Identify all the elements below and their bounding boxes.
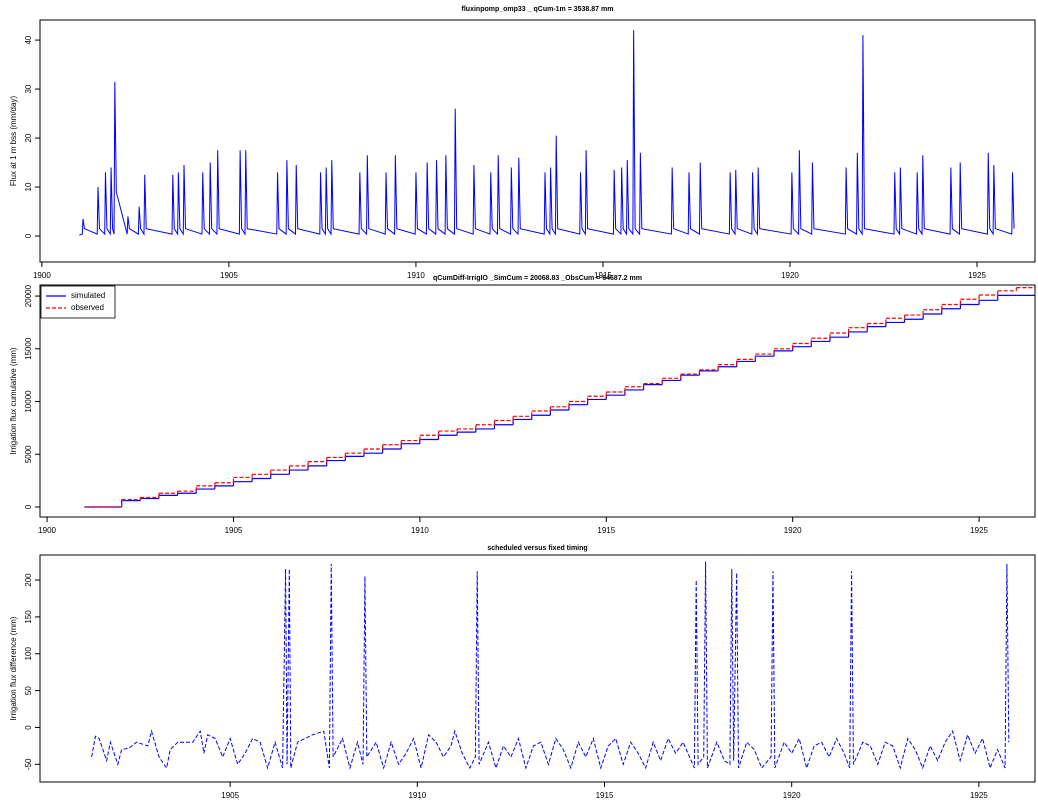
chart-title: scheduled versus fixed timing <box>487 545 587 552</box>
data-line <box>79 30 1015 236</box>
plot-area <box>84 285 1035 508</box>
plot-area <box>79 30 1015 236</box>
y-tick-label: 200 <box>24 573 33 587</box>
y-tick-label: 15000 <box>24 337 33 360</box>
x-tick-label: 1920 <box>783 791 801 800</box>
plot-frame <box>39 284 1036 518</box>
x-tick-label: 1905 <box>221 791 239 800</box>
data-line <box>91 561 1010 770</box>
plot-area <box>91 561 1010 770</box>
x-tick-label: 1905 <box>220 271 238 280</box>
plot-frame <box>39 19 1036 263</box>
y-tick-label: 100 <box>24 647 33 661</box>
x-tick-label: 1915 <box>596 791 614 800</box>
y-tick-label: 5000 <box>24 445 33 463</box>
y-tick-label: -50 <box>24 758 33 770</box>
legend-label: simulated <box>71 291 105 300</box>
x-tick-label: 1915 <box>594 271 612 280</box>
y-tick-label: 40 <box>24 35 33 44</box>
y-tick-label: 150 <box>24 610 33 624</box>
x-tick-label: 1900 <box>38 526 56 535</box>
y-axis-label: Flux at 1 m bss (mm/day) <box>9 96 18 187</box>
y-tick-label: 0 <box>24 233 33 238</box>
chart-title: fluxinpomp_omp33 _ qCum-1m = 3538.87 mm <box>462 6 614 13</box>
x-tick-label: 1910 <box>408 791 426 800</box>
x-tick-label: 1915 <box>597 526 615 535</box>
y-tick-label: 20 <box>24 133 33 142</box>
y-tick-label: 30 <box>24 84 33 93</box>
legend-label: observed <box>71 303 104 312</box>
x-tick-label: 1925 <box>970 526 988 535</box>
x-tick-label: 1900 <box>33 271 51 280</box>
x-tick-label: 1910 <box>411 526 429 535</box>
legend-box <box>40 285 116 319</box>
y-tick-label: 0 <box>24 725 33 730</box>
y-tick-label: 10000 <box>24 390 33 413</box>
x-tick-label: 1925 <box>968 271 986 280</box>
y-axis-label: Irrigation flux difference (mm) <box>9 616 18 720</box>
chart-title: qCumDiff-IrrigIO _SimCum = 20068.83 _Obs… <box>433 275 642 282</box>
y-tick-label: 50 <box>24 686 33 695</box>
x-tick-label: 1920 <box>781 271 799 280</box>
x-tick-label: 1910 <box>407 271 425 280</box>
plot-frame <box>39 554 1036 783</box>
y-tick-label: 0 <box>24 504 33 509</box>
y-tick-label: 10 <box>24 182 33 191</box>
x-tick-label: 1920 <box>784 526 802 535</box>
y-axis-label: Irrigation flux cumulative (mm) <box>9 347 18 454</box>
y-tick-label: 20000 <box>24 284 33 307</box>
x-tick-label: 1905 <box>225 526 243 535</box>
x-tick-label: 1925 <box>970 791 988 800</box>
